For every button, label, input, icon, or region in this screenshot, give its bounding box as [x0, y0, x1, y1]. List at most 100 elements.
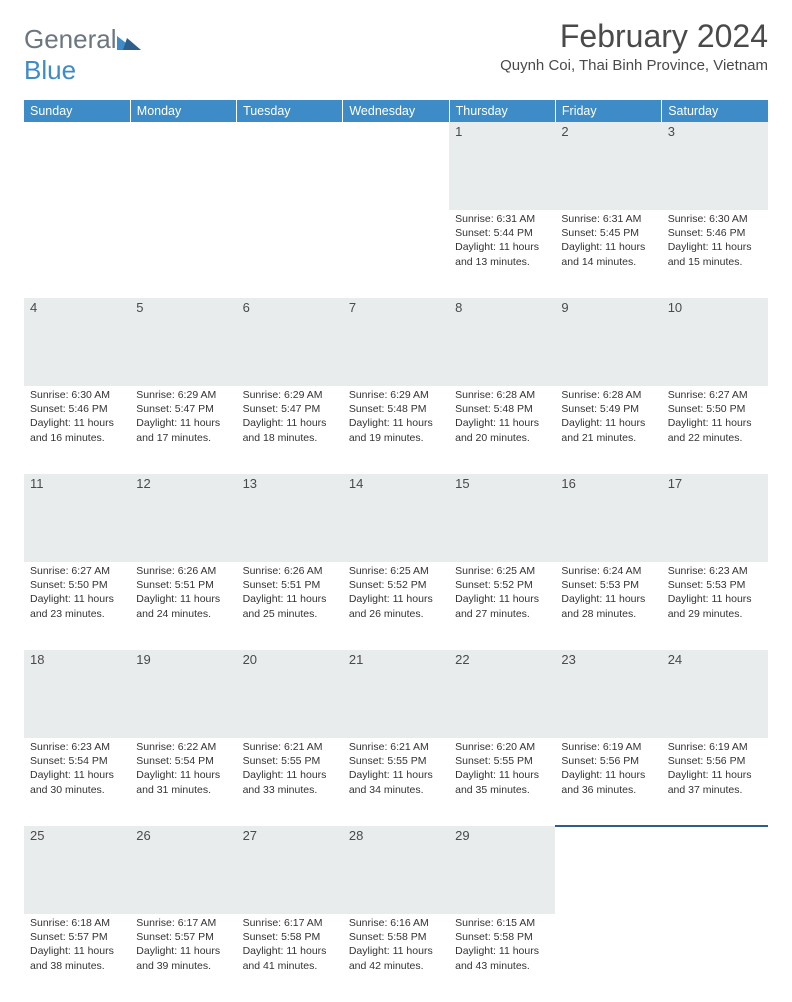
day-number: 6	[237, 298, 343, 317]
weekday-row: SundayMondayTuesdayWednesdayThursdayFrid…	[24, 100, 768, 122]
day-body: Sunrise: 6:27 AMSunset: 5:50 PMDaylight:…	[662, 386, 768, 449]
day-body: Sunrise: 6:23 AMSunset: 5:53 PMDaylight:…	[662, 562, 768, 625]
day-body: Sunrise: 6:29 AMSunset: 5:48 PMDaylight:…	[343, 386, 449, 449]
header-right: February 2024 Quynh Coi, Thai Binh Provi…	[500, 18, 768, 74]
day-number: 17	[662, 474, 768, 493]
day-number: 23	[555, 650, 661, 669]
weekday-header: Friday	[555, 100, 661, 122]
day-body: Sunrise: 6:22 AMSunset: 5:54 PMDaylight:…	[130, 738, 236, 801]
day-number: 3	[662, 122, 768, 141]
day-body: Sunrise: 6:19 AMSunset: 5:56 PMDaylight:…	[555, 738, 661, 801]
day-number: 8	[449, 298, 555, 317]
logo-mark-icon	[117, 32, 141, 50]
day-body-empty	[662, 914, 768, 920]
day-number-row: 11121314151617	[24, 474, 768, 562]
day-number: 21	[343, 650, 449, 669]
day-number-row: 45678910	[24, 298, 768, 386]
day-number-empty	[24, 122, 130, 141]
day-body: Sunrise: 6:21 AMSunset: 5:55 PMDaylight:…	[237, 738, 343, 801]
day-number: 19	[130, 650, 236, 669]
day-body: Sunrise: 6:27 AMSunset: 5:50 PMDaylight:…	[24, 562, 130, 625]
calendar-table: SundayMondayTuesdayWednesdayThursdayFrid…	[24, 100, 768, 1002]
day-number: 5	[130, 298, 236, 317]
day-number-empty	[130, 122, 236, 141]
day-number: 7	[343, 298, 449, 317]
weekday-header: Thursday	[449, 100, 555, 122]
day-body: Sunrise: 6:31 AMSunset: 5:44 PMDaylight:…	[449, 210, 555, 273]
day-number-empty	[555, 827, 661, 846]
logo: GeneralBlue	[24, 24, 141, 86]
day-body: Sunrise: 6:17 AMSunset: 5:57 PMDaylight:…	[130, 914, 236, 977]
weekday-header: Monday	[130, 100, 236, 122]
day-number-row: 18192021222324	[24, 650, 768, 738]
day-number: 26	[130, 826, 236, 845]
day-body: Sunrise: 6:30 AMSunset: 5:46 PMDaylight:…	[662, 210, 768, 273]
day-body: Sunrise: 6:26 AMSunset: 5:51 PMDaylight:…	[130, 562, 236, 625]
day-body-empty	[343, 210, 449, 216]
day-number: 2	[555, 122, 661, 141]
weekday-header: Saturday	[662, 100, 768, 122]
day-body: Sunrise: 6:28 AMSunset: 5:49 PMDaylight:…	[555, 386, 661, 449]
day-body-empty	[24, 210, 130, 216]
day-number: 4	[24, 298, 130, 317]
day-body-empty	[130, 210, 236, 216]
day-body: Sunrise: 6:24 AMSunset: 5:53 PMDaylight:…	[555, 562, 661, 625]
day-body-row: Sunrise: 6:18 AMSunset: 5:57 PMDaylight:…	[24, 914, 768, 1002]
day-number: 27	[237, 826, 343, 845]
day-body: Sunrise: 6:31 AMSunset: 5:45 PMDaylight:…	[555, 210, 661, 273]
day-number: 22	[449, 650, 555, 669]
day-body: Sunrise: 6:29 AMSunset: 5:47 PMDaylight:…	[130, 386, 236, 449]
day-body-empty	[237, 210, 343, 216]
day-number-row: 123	[24, 122, 768, 210]
weekday-header: Sunday	[24, 100, 130, 122]
day-number-empty	[662, 827, 768, 846]
day-number: 1	[449, 122, 555, 141]
day-body: Sunrise: 6:19 AMSunset: 5:56 PMDaylight:…	[662, 738, 768, 801]
day-number: 10	[662, 298, 768, 317]
calendar-head: SundayMondayTuesdayWednesdayThursdayFrid…	[24, 100, 768, 122]
day-number: 18	[24, 650, 130, 669]
calendar-body: 123Sunrise: 6:31 AMSunset: 5:44 PMDaylig…	[24, 122, 768, 1002]
day-body-empty	[555, 914, 661, 920]
day-body: Sunrise: 6:15 AMSunset: 5:58 PMDaylight:…	[449, 914, 555, 977]
day-body: Sunrise: 6:29 AMSunset: 5:47 PMDaylight:…	[237, 386, 343, 449]
day-number: 9	[555, 298, 661, 317]
day-body-row: Sunrise: 6:27 AMSunset: 5:50 PMDaylight:…	[24, 562, 768, 650]
day-body: Sunrise: 6:30 AMSunset: 5:46 PMDaylight:…	[24, 386, 130, 449]
page-title: February 2024	[500, 18, 768, 55]
day-number: 12	[130, 474, 236, 493]
day-body: Sunrise: 6:25 AMSunset: 5:52 PMDaylight:…	[343, 562, 449, 625]
day-body-row: Sunrise: 6:30 AMSunset: 5:46 PMDaylight:…	[24, 386, 768, 474]
day-number: 20	[237, 650, 343, 669]
day-body: Sunrise: 6:18 AMSunset: 5:57 PMDaylight:…	[24, 914, 130, 977]
day-body: Sunrise: 6:21 AMSunset: 5:55 PMDaylight:…	[343, 738, 449, 801]
day-number-empty	[343, 122, 449, 141]
day-number: 28	[343, 826, 449, 845]
day-body: Sunrise: 6:16 AMSunset: 5:58 PMDaylight:…	[343, 914, 449, 977]
day-number: 14	[343, 474, 449, 493]
logo-blue: Blue	[24, 55, 76, 85]
day-number-empty	[237, 122, 343, 141]
day-body: Sunrise: 6:23 AMSunset: 5:54 PMDaylight:…	[24, 738, 130, 801]
weekday-header: Wednesday	[343, 100, 449, 122]
logo-general: General	[24, 24, 117, 54]
day-number: 25	[24, 826, 130, 845]
day-number-row: 2526272829	[24, 826, 768, 914]
day-body: Sunrise: 6:17 AMSunset: 5:58 PMDaylight:…	[237, 914, 343, 977]
day-number: 13	[237, 474, 343, 493]
location: Quynh Coi, Thai Binh Province, Vietnam	[500, 57, 768, 74]
day-number: 29	[449, 826, 555, 845]
day-body-row: Sunrise: 6:31 AMSunset: 5:44 PMDaylight:…	[24, 210, 768, 298]
day-body: Sunrise: 6:20 AMSunset: 5:55 PMDaylight:…	[449, 738, 555, 801]
day-number: 16	[555, 474, 661, 493]
page-header: GeneralBlue February 2024 Quynh Coi, Tha…	[24, 18, 768, 86]
day-body: Sunrise: 6:26 AMSunset: 5:51 PMDaylight:…	[237, 562, 343, 625]
day-body: Sunrise: 6:25 AMSunset: 5:52 PMDaylight:…	[449, 562, 555, 625]
weekday-header: Tuesday	[237, 100, 343, 122]
day-number: 15	[449, 474, 555, 493]
day-number: 24	[662, 650, 768, 669]
day-number: 11	[24, 474, 130, 493]
day-body-row: Sunrise: 6:23 AMSunset: 5:54 PMDaylight:…	[24, 738, 768, 826]
logo-text: GeneralBlue	[24, 24, 141, 86]
day-body: Sunrise: 6:28 AMSunset: 5:48 PMDaylight:…	[449, 386, 555, 449]
